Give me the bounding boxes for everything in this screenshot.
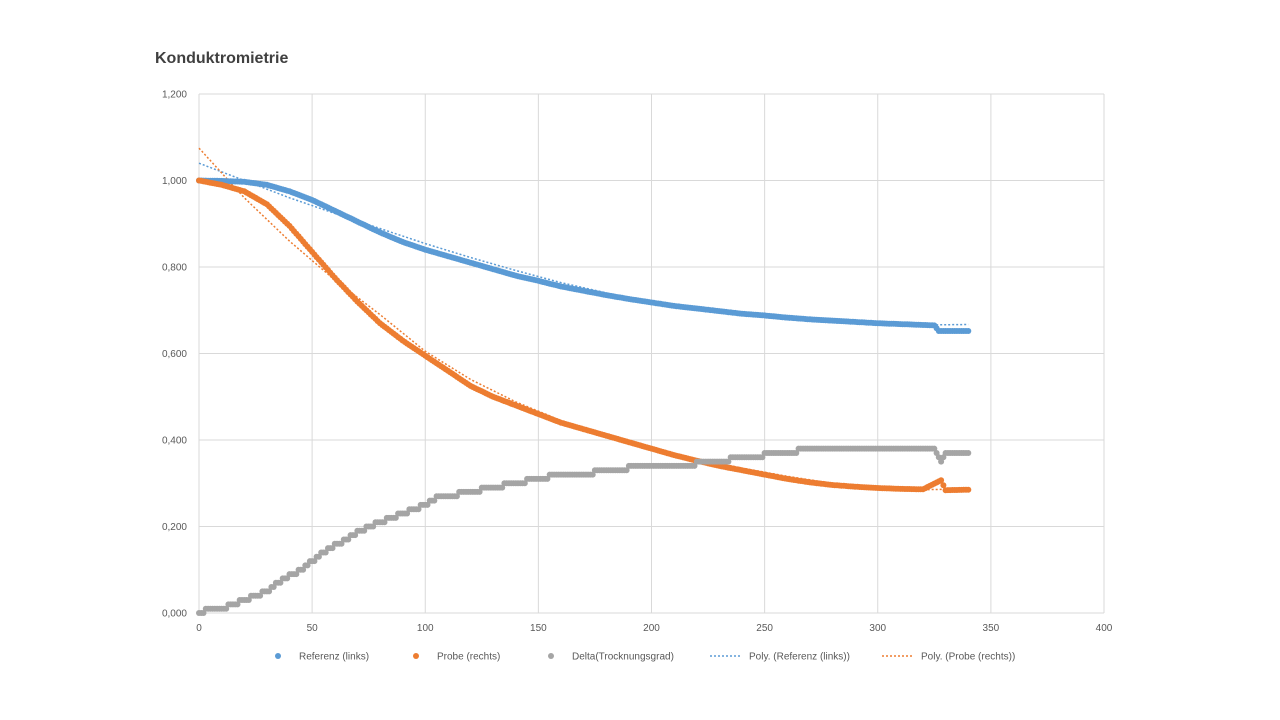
legend-marker-0: [275, 653, 281, 659]
x-tick-label: 0: [196, 623, 202, 634]
data-point: [965, 450, 972, 456]
chart-title: Konduktromietrie: [155, 50, 289, 67]
legend-label: Referenz (links): [299, 652, 369, 663]
x-tick-label: 350: [983, 623, 1000, 634]
data-point: [623, 467, 630, 474]
data-point: [965, 328, 972, 334]
trendline-0: [198, 162, 969, 326]
y-tick-label: 0,600: [162, 349, 187, 360]
data-point: [793, 450, 800, 456]
x-tick-label: 200: [643, 623, 660, 634]
series-2: [196, 445, 972, 616]
series-1: [196, 177, 972, 494]
legend-label: Poly. (Probe (rechts)): [921, 652, 1015, 663]
data-point: [431, 497, 438, 504]
legend-label: Delta(Trocknungsgrad): [572, 652, 674, 663]
data-point: [940, 482, 947, 489]
y-tick-label: 0,400: [162, 436, 187, 447]
data-point: [266, 588, 273, 595]
data-point: [931, 445, 938, 452]
x-tick-label: 50: [307, 623, 319, 634]
y-tick-label: 1,200: [162, 90, 187, 101]
data-point: [345, 536, 352, 543]
legend-label: Probe (rechts): [437, 652, 500, 663]
y-tick-label: 1,000: [162, 176, 187, 187]
legend-label: Poly. (Referenz (links)): [749, 652, 850, 663]
legend-marker-2: [548, 653, 554, 659]
y-tick-label: 0,200: [162, 522, 187, 533]
x-tick-label: 400: [1096, 623, 1113, 634]
y-tick-label: 0,800: [162, 263, 187, 274]
x-tick-label: 250: [756, 623, 773, 634]
legend-marker-1: [413, 653, 419, 659]
y-tick-label: 0,000: [162, 609, 187, 620]
data-point: [521, 480, 528, 487]
x-tick-label: 300: [869, 623, 886, 634]
data-point: [938, 477, 945, 484]
data-point: [392, 514, 399, 521]
x-tick-label: 150: [530, 623, 547, 634]
data-point: [965, 486, 972, 493]
data-point: [322, 549, 329, 556]
x-tick-label: 100: [417, 623, 434, 634]
